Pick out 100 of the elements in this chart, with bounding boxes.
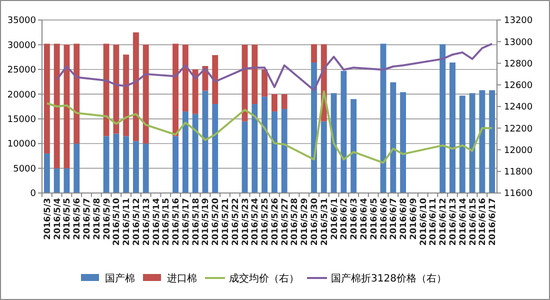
bar <box>281 108 288 193</box>
legend-label: 进口棉 <box>167 272 197 284</box>
y-tick-label: 10000 <box>7 140 36 150</box>
y2-tick-label: 13200 <box>504 16 533 26</box>
x-tick-label: 2016/5/9 <box>102 198 112 240</box>
x-tick-label: 2016/5/12 <box>132 198 142 246</box>
bar <box>489 90 496 193</box>
x-tick-label: 2016/6/4 <box>359 198 370 240</box>
bar <box>54 44 60 168</box>
x-tick-label: 2016/6/9 <box>408 198 419 240</box>
y2-tick-label: 11600 <box>504 189 533 200</box>
x-tick-label: 2016/5/18 <box>191 198 202 246</box>
bar <box>271 94 278 112</box>
y-tick-label: 15000 <box>7 115 36 126</box>
x-tick-label: 2016/5/8 <box>92 198 102 240</box>
x-tick-label: 2016/6/3 <box>350 198 360 240</box>
x-tick-label: 2016/5/14 <box>152 198 162 246</box>
x-tick-label: 2016/5/20 <box>211 198 222 246</box>
x-tick-label: 2016/5/19 <box>201 198 212 246</box>
y-tick-label: 35000 <box>7 16 36 26</box>
x-tick-label: 2016/5/10 <box>112 198 122 246</box>
y-tick-label: 30000 <box>7 40 36 51</box>
bar <box>44 153 50 193</box>
bar <box>74 44 80 144</box>
bar <box>281 94 288 109</box>
bar <box>311 44 317 63</box>
bar <box>142 144 149 193</box>
y-tick-label: 25000 <box>7 66 36 76</box>
bar <box>212 104 218 193</box>
bar <box>113 44 120 134</box>
x-tick-label: 2016/5/28 <box>290 198 300 246</box>
x-tick-label: 2016/5/22 <box>230 198 241 246</box>
bar <box>262 69 268 97</box>
x-tick-label: 2016/5/23 <box>240 198 251 246</box>
bar <box>103 44 110 136</box>
bar <box>380 44 386 193</box>
x-tick-label: 2016/6/17 <box>488 198 498 246</box>
y2-tick-label: 12000 <box>504 146 533 156</box>
y2-tick-label: 13000 <box>504 38 533 48</box>
bar <box>133 32 139 142</box>
bar <box>252 44 258 104</box>
bar <box>479 90 486 193</box>
x-tick-label: 2016/6/14 <box>458 198 468 246</box>
bar <box>142 44 149 144</box>
x-tick-label: 2016/5/24 <box>250 198 261 246</box>
y2-tick-label: 12600 <box>504 81 533 92</box>
y2-tick-label: 11800 <box>504 168 533 178</box>
x-tick-label: 2016/5/30 <box>310 198 320 246</box>
x-tick-label: 2016/6/16 <box>478 198 488 246</box>
x-tick-label: 2016/6/2 <box>340 198 350 240</box>
bar <box>340 70 347 193</box>
x-tick-label: 2016/6/7 <box>389 198 400 240</box>
bar <box>311 62 317 193</box>
x-tick-label: 2016/5/31 <box>320 198 330 246</box>
x-tick-label: 2016/6/11 <box>428 198 439 246</box>
x-tick-label: 2016/5/29 <box>300 198 310 246</box>
bar <box>123 54 130 136</box>
bar <box>192 114 198 193</box>
bar <box>172 136 178 193</box>
y2-tick-label: 12200 <box>504 124 533 134</box>
legend-label: 国产棉折3128价格（右） <box>331 272 446 284</box>
x-tick-label: 2016/6/1 <box>330 198 340 240</box>
bar <box>123 136 130 193</box>
bar <box>192 69 198 114</box>
bar <box>54 168 60 193</box>
bar <box>202 90 208 193</box>
bar <box>320 121 327 193</box>
bar <box>74 144 80 193</box>
x-tick-label: 2016/5/16 <box>172 198 182 246</box>
x-tick-label: 2016/5/11 <box>122 198 132 246</box>
x-tick-label: 2016/5/6 <box>72 198 83 240</box>
bar <box>390 82 396 193</box>
bar <box>242 121 248 193</box>
legend-label: 国产棉 <box>105 272 135 284</box>
y-tick-label: 5000 <box>13 164 36 174</box>
x-tick-label: 2016/6/6 <box>379 198 390 240</box>
bar <box>44 44 50 154</box>
x-tick-label: 2016/5/15 <box>162 198 172 246</box>
x-tick-label: 2016/5/17 <box>181 198 192 246</box>
bar <box>450 62 456 193</box>
bar <box>172 44 178 136</box>
bar <box>182 44 188 112</box>
bar <box>271 111 278 193</box>
bar <box>262 96 268 193</box>
x-tick-label: 2016/5/25 <box>260 198 271 246</box>
bar <box>113 134 120 193</box>
legend-label: 成交均价（右） <box>229 272 299 284</box>
line-series <box>46 90 494 164</box>
x-tick-label: 2016/6/15 <box>468 198 478 246</box>
line-series <box>56 42 494 92</box>
bar <box>103 136 110 193</box>
x-tick-label: 2016/5/21 <box>220 198 231 246</box>
x-tick-label: 2016/5/4 <box>52 198 63 240</box>
bar <box>182 111 188 193</box>
x-tick-label: 2016/6/12 <box>438 198 449 246</box>
x-tick-label: 2016/5/5 <box>62 198 73 240</box>
x-tick-label: 2016/5/26 <box>270 198 280 246</box>
bar <box>64 168 70 193</box>
bar <box>400 92 406 193</box>
x-tick-label: 2016/6/5 <box>369 198 380 240</box>
